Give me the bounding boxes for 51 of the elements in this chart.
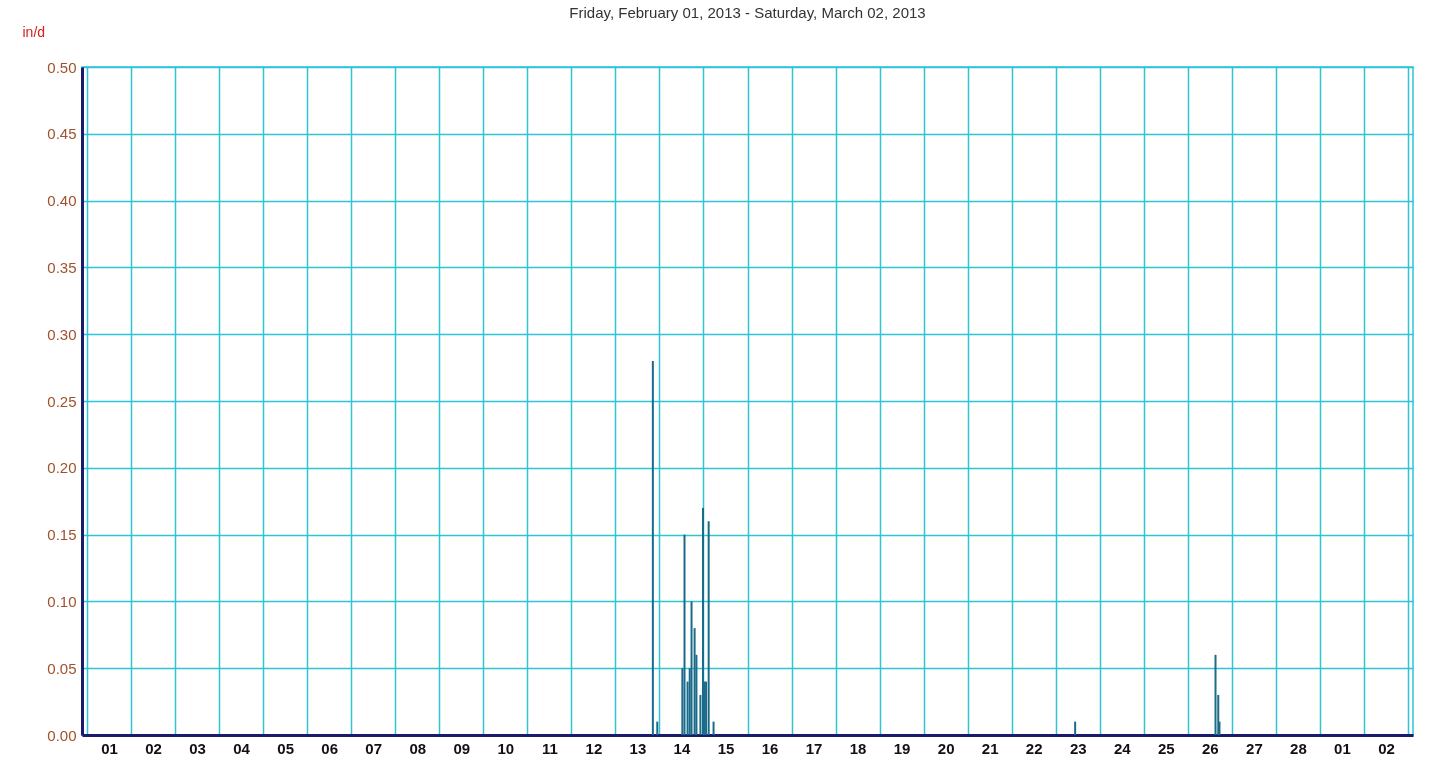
x-tick-label: 13 bbox=[629, 739, 647, 757]
y-tick-label: 0.15 bbox=[47, 526, 77, 544]
x-tick-label: 07 bbox=[365, 739, 383, 757]
bar bbox=[683, 534, 686, 735]
bar bbox=[1214, 654, 1217, 735]
x-tick-label: 05 bbox=[277, 739, 294, 757]
x-tick-label: 15 bbox=[717, 739, 735, 757]
x-tick-label: 08 bbox=[409, 739, 427, 757]
x-tick-label: 01 bbox=[101, 739, 118, 757]
y-tick-label: 0.25 bbox=[47, 392, 77, 410]
bar bbox=[651, 360, 654, 735]
x-tick-label: 17 bbox=[805, 739, 823, 757]
bar bbox=[690, 601, 693, 735]
y-tick-label: 0.50 bbox=[47, 58, 77, 76]
x-tick-label: 16 bbox=[761, 739, 779, 757]
y-tick-label: 0.05 bbox=[47, 659, 77, 677]
y-tick-label: 0.35 bbox=[47, 258, 77, 276]
x-tick-label: 28 bbox=[1290, 739, 1307, 757]
x-tick-label: 21 bbox=[981, 739, 999, 757]
x-tick-label: 06 bbox=[321, 739, 339, 757]
x-tick-label: 10 bbox=[497, 739, 515, 757]
x-tick-label: 04 bbox=[233, 739, 251, 757]
x-tick-label: 09 bbox=[453, 739, 471, 757]
x-tick-label: 25 bbox=[1157, 739, 1175, 757]
bar bbox=[656, 721, 659, 735]
x-tick-label: 02 bbox=[145, 739, 162, 757]
x-tick-label: 19 bbox=[893, 739, 911, 757]
x-tick-label: 22 bbox=[1025, 739, 1043, 757]
x-tick-label: 27 bbox=[1246, 739, 1263, 757]
x-tick-label: 01 bbox=[1334, 739, 1351, 757]
bar bbox=[712, 721, 715, 735]
x-tick-label: 03 bbox=[189, 739, 206, 757]
x-tick-label: 18 bbox=[849, 739, 867, 757]
y-tick-label: 0.10 bbox=[47, 592, 77, 610]
y-tick-label: 0.20 bbox=[47, 459, 77, 477]
x-tick-label: 12 bbox=[585, 739, 603, 757]
x-tick-label: 20 bbox=[937, 739, 955, 757]
x-tick-label: 26 bbox=[1202, 739, 1219, 757]
bar bbox=[707, 521, 710, 735]
y-tick-label: 0.00 bbox=[47, 726, 77, 744]
x-tick-label: 11 bbox=[541, 739, 558, 757]
y-tick-label: 0.45 bbox=[47, 125, 77, 143]
x-tick-label: 23 bbox=[1069, 739, 1087, 757]
bar bbox=[1074, 721, 1077, 735]
y-tick-label: 0.40 bbox=[47, 192, 77, 210]
x-tick-label: 02 bbox=[1378, 739, 1395, 757]
y-axis-title: in/d bbox=[22, 23, 46, 40]
x-tick-label: 24 bbox=[1113, 739, 1132, 757]
chart-title: Friday, February 01, 2013 - Saturday, March 02, 2013 bbox=[569, 4, 926, 21]
y-tick-label: 0.30 bbox=[47, 325, 77, 343]
x-tick-label: 14 bbox=[673, 739, 691, 757]
